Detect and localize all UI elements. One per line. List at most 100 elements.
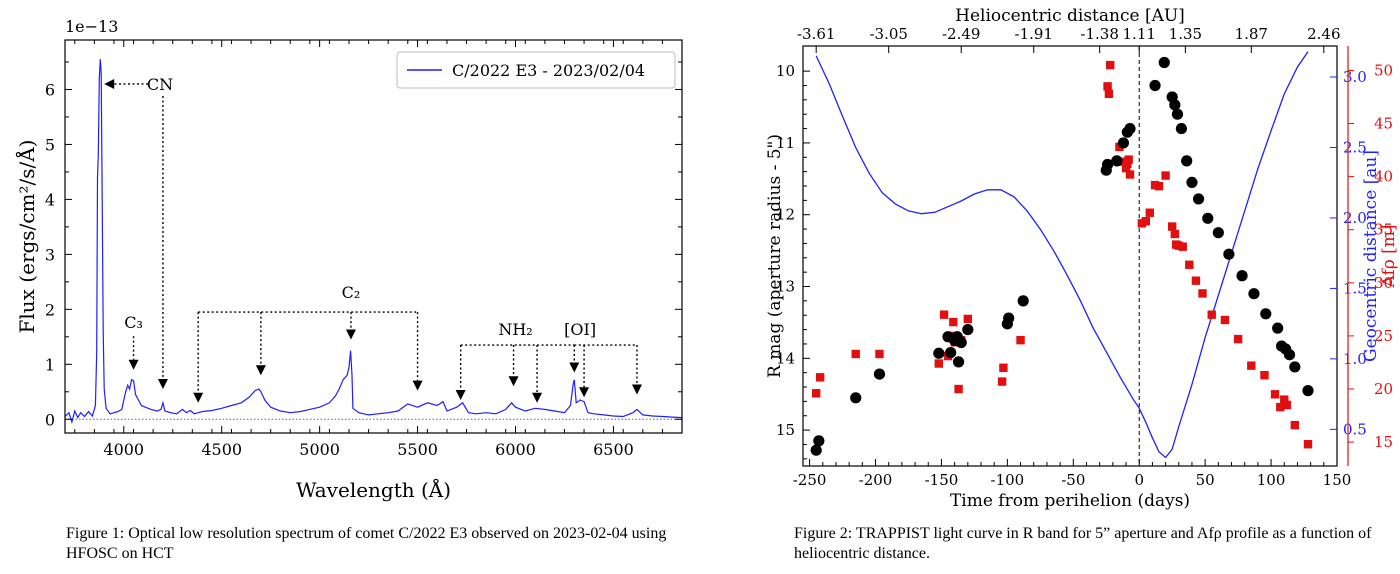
c2-label: C₂	[342, 283, 361, 302]
rmag-point	[1260, 308, 1272, 320]
cn-arrowhead-2	[157, 379, 168, 390]
rmag-point	[1158, 56, 1170, 69]
x-tick-label: 0	[1134, 471, 1144, 489]
rmag-point	[810, 444, 822, 456]
afrho-point	[875, 349, 884, 359]
rmag-point	[1283, 349, 1296, 361]
y-left-tick-label: 15	[776, 421, 795, 439]
top-tick-label: -3.05	[869, 25, 907, 43]
rmag-point	[1149, 79, 1161, 92]
rmag-point	[850, 392, 862, 404]
afrho-point	[1123, 159, 1132, 169]
x-axis-label: Wavelength (Å)	[296, 477, 451, 502]
rmag-point	[1248, 288, 1260, 300]
afrho-point	[1154, 181, 1164, 191]
top-tick-label: 2.46	[1307, 25, 1340, 43]
x-tick-label: 6000	[495, 440, 536, 459]
c2-arrowhead	[412, 380, 423, 391]
rmag-point	[873, 368, 886, 380]
y-left-tick-label: 11	[776, 134, 795, 152]
x-tick-label: -200	[859, 471, 893, 489]
rmag-point	[933, 347, 945, 359]
afrho-point	[1170, 229, 1180, 239]
nh2-arrowhead	[532, 392, 543, 403]
afrho-point	[1280, 395, 1289, 404]
y-left-tick-label: 12	[776, 206, 795, 224]
x-tick-label: -50	[1061, 471, 1085, 489]
x-tick-label: -100	[991, 471, 1025, 489]
y-scale-label: 1e−13	[65, 17, 118, 36]
afrho-point	[1276, 402, 1285, 412]
y-red-tick-label: 35	[1374, 221, 1393, 239]
afrho-point	[949, 317, 958, 327]
rmag-point	[1272, 322, 1284, 334]
rmag-point	[1175, 122, 1188, 135]
rmag-point	[1169, 99, 1181, 111]
afrho-point	[1145, 208, 1154, 217]
oi-arrowhead	[569, 362, 580, 373]
y-left-tick-label: 10	[776, 62, 795, 80]
oi-arrowhead	[631, 384, 642, 395]
afrho-point	[1198, 289, 1207, 298]
y-left-axis-label: R mag (aperture radius - 5")	[765, 134, 785, 378]
top-tick-label: 1.35	[1169, 25, 1202, 43]
cn-arrowhead-1	[104, 78, 115, 89]
y-red-tick-label: 20	[1374, 380, 1393, 398]
top-tick-label: 1.87	[1235, 25, 1268, 43]
top-tick-label: -3.61	[797, 25, 835, 43]
plot-frame	[802, 45, 1338, 467]
afrho-point	[1260, 371, 1269, 380]
figure-1: 4000 4500 5000 5500 6000 6500 0 1 2 3 4 5 6 1e−13 Wave…	[14, 17, 683, 562]
x-tick-label: -250	[793, 471, 827, 489]
c3-label: C₃	[124, 313, 143, 332]
afrho-point	[1233, 334, 1243, 344]
afrho-point	[1220, 315, 1230, 325]
top-tick-label: -1.91	[1015, 25, 1053, 43]
y-blue-tick-label: 1.0	[1343, 350, 1367, 368]
oi-arrowhead	[579, 387, 590, 398]
y-red-tick-label: 25	[1374, 327, 1393, 345]
rmag-point	[962, 323, 974, 336]
afrho-point	[1282, 400, 1292, 410]
afrho-point	[1185, 260, 1194, 269]
x-tick-label: 100	[1257, 471, 1286, 489]
rmag-point	[1186, 176, 1198, 189]
y-tick-label: 2	[45, 300, 55, 319]
afrho-point	[1103, 82, 1112, 91]
afrho-point	[1106, 60, 1115, 70]
y-left-tick-label: 13	[776, 278, 795, 296]
afrho-point	[1247, 361, 1256, 370]
rmag-point	[1171, 108, 1184, 120]
afrho-point	[1124, 155, 1133, 164]
rmag-point	[955, 336, 967, 349]
y-red-tick-label: 15	[1374, 433, 1393, 451]
c2-arrowhead	[193, 392, 204, 403]
afrho-point	[1016, 335, 1025, 345]
y-blue-axis-label: Geocentric distance [au]	[1361, 150, 1381, 362]
rmag-point	[1003, 312, 1015, 324]
y-tick-label: 0	[45, 410, 55, 429]
rmag-point	[1111, 155, 1123, 167]
plot-frame	[64, 39, 683, 434]
y-blue-tick-label: 1.5	[1343, 279, 1367, 297]
rmag-point	[813, 435, 825, 447]
top-tick-label: -1.38	[1080, 25, 1118, 43]
y-blue-tick-label: 2.5	[1343, 138, 1367, 156]
afrho-point	[963, 314, 973, 324]
y-tick-label: 1	[45, 355, 55, 374]
x-tick-label: 50	[1196, 471, 1215, 489]
afrho-point	[851, 349, 860, 359]
rmag-point	[1289, 361, 1301, 373]
rmag-point	[1192, 193, 1205, 205]
top-tick-label: -2.49	[942, 25, 980, 43]
y-blue-tick-label: 2.0	[1343, 209, 1367, 227]
oi-label: [OI]	[564, 320, 596, 339]
y-tick-label: 6	[45, 80, 55, 99]
afrho-point	[1104, 89, 1114, 98]
c3-arrowhead	[128, 359, 139, 370]
afrho-point	[811, 389, 821, 398]
spectrum-line	[64, 59, 683, 425]
legend-box	[396, 51, 676, 89]
afrho-point	[997, 377, 1007, 386]
y-red-axis-label: Afρ [m]	[1379, 224, 1399, 288]
